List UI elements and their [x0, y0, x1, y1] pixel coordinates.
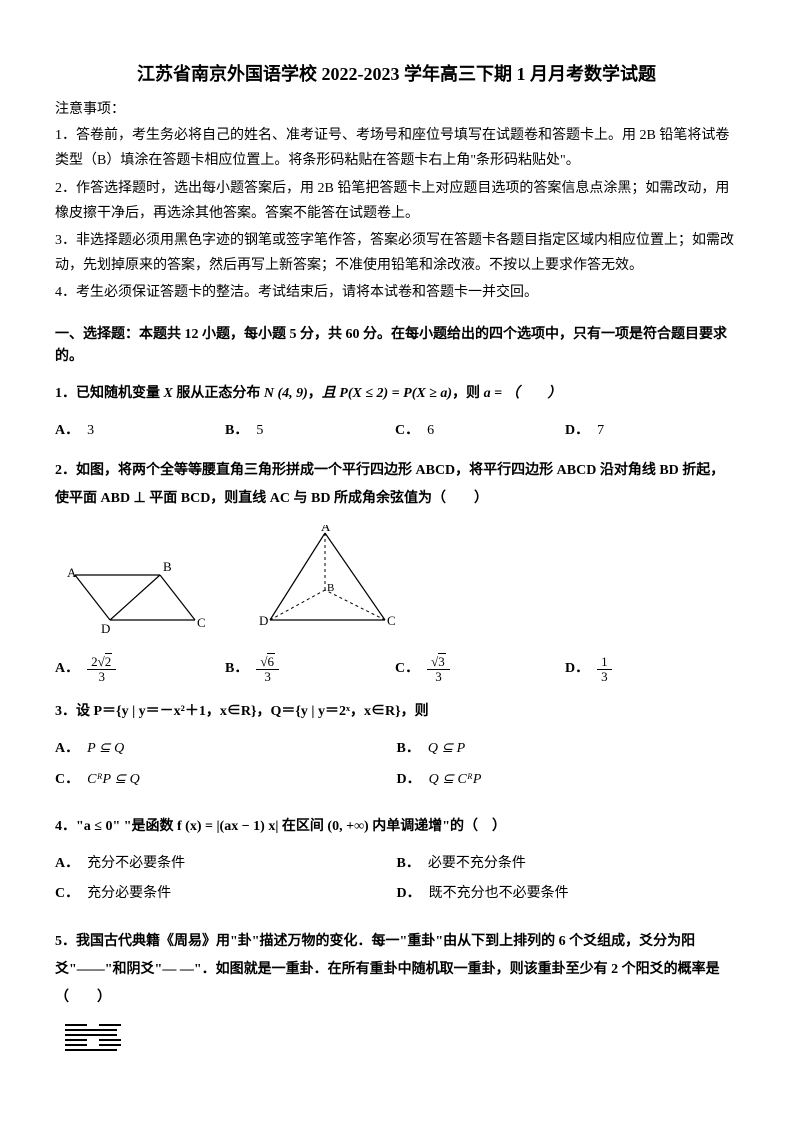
fig2-label-a: A	[321, 525, 331, 534]
q1-opt-d: D．7	[565, 420, 735, 442]
q2-opt-d: D． 1 3	[565, 655, 735, 685]
question-4: 4．"a ≤ 0" "是函数 f (x) = |(ax − 1) x| 在区间 …	[55, 813, 738, 841]
question-1: 1．已知随机变量 X 服从正态分布 N (4, 9)，且 P(X ≤ 2) = …	[55, 380, 738, 408]
q1-mid: 服从正态分布	[173, 386, 264, 401]
q2-figures: A B C D A B C D	[65, 525, 738, 635]
q2-opt-b-frac: 6 3	[256, 655, 279, 685]
q3-opt-b-val: Q ⊆ P	[428, 741, 465, 756]
instruction-2: 2．作答选择题时，选出每小题答案后，用 2B 铅笔把答题卡上对应题目选项的答案信…	[55, 176, 738, 226]
q4-options: A．充分不必要条件 B．必要不充分条件 C．充分必要条件 D．既不充分也不必要条…	[55, 853, 738, 914]
q1-opt-b-val: 5	[256, 420, 263, 442]
q1-post: ，则	[452, 386, 484, 401]
q1-opt-b: B．5	[225, 420, 395, 442]
q1-opt-c: C．6	[395, 420, 565, 442]
fig1-label-a: A	[67, 565, 77, 580]
q1-dist: N (4, 9)	[264, 386, 308, 401]
instruction-label: 注意事项：	[55, 99, 738, 121]
fig1-label-b: B	[163, 559, 172, 574]
q2-opt-d-frac: 1 3	[597, 655, 612, 685]
q2-options: A． 22 3 B． 6 3 C． 3 3 D． 1 3	[55, 655, 738, 685]
section-header: 一、选择题：本题共 12 小题，每小题 5 分，共 60 分。在每小题给出的四个…	[55, 324, 738, 369]
q3-opt-d-val: Q ⊆ CᴿP	[429, 772, 482, 787]
q4-text: 4．"a ≤ 0" "是函数 f (x) = |(ax − 1) x| 在区间 …	[55, 819, 506, 834]
fig1-label-d: D	[101, 621, 110, 635]
q2-opt-b: B． 6 3	[225, 655, 395, 685]
fig2-label-d: D	[259, 613, 268, 628]
q1-var: X	[164, 386, 173, 401]
instruction-3: 3．非选择题必须用黑色字迹的钢笔或签字笔作答，答案必须写在答题卡各题目指定区域内…	[55, 228, 738, 278]
q4-opt-d-val: 既不充分也不必要条件	[429, 886, 569, 901]
q1-opt-d-val: 7	[597, 420, 604, 442]
q2-opt-c-den: 3	[427, 670, 450, 684]
exam-title: 江苏省南京外国语学校 2022-2023 学年高三下期 1 月月考数学试题	[55, 60, 738, 89]
q1-opt-c-val: 6	[427, 420, 434, 442]
instruction-1: 1．答卷前，考生务必将自己的姓名、准考证号、考场号和座位号填写在试题卷和答题卡上…	[55, 123, 738, 173]
q2-opt-a-den: 3	[87, 670, 116, 684]
q3-opt-a: A．P ⊆ Q	[55, 738, 397, 760]
q4-opt-b: B．必要不充分条件	[397, 853, 739, 875]
q1-cond: 且 P(X ≤ 2) = P(X ≥ a)	[322, 386, 452, 401]
fig2-label-c: C	[387, 613, 396, 628]
q4-opt-a-val: 充分不必要条件	[87, 856, 185, 871]
q1-options: A．3 B．5 C．6 D．7	[55, 420, 738, 442]
q2-text: 2．如图，将两个全等等腰直角三角形拼成一个平行四边形 ABCD，将平行四边形 A…	[55, 463, 724, 506]
question-5: 5．我国古代典籍《周易》用"卦"描述万物的变化．每一"重卦"由从下到上排列的 6…	[55, 928, 738, 1012]
question-3: 3．设 P＝{y | y＝－x²＋1，x∈R}，Q＝{y | y＝2ˣ，x∈R}…	[55, 698, 738, 726]
q1-ask: a = （ ）	[484, 386, 562, 401]
q2-opt-d-num: 1	[597, 655, 612, 670]
q3-opt-a-val: P ⊆ Q	[87, 741, 124, 756]
q2-opt-a-frac: 22 3	[87, 655, 116, 685]
q2-opt-a: A． 22 3	[55, 655, 225, 685]
fig2-label-b: B	[327, 582, 334, 594]
q4-opt-a: A．充分不必要条件	[55, 853, 397, 875]
q3-opt-d: D．Q ⊆ CᴿP	[397, 769, 739, 791]
instruction-4: 4．考生必须保证答题卡的整洁。考试结束后，请将本试卷和答题卡一并交回。	[55, 280, 738, 305]
q2-figure-tetrahedron: A B C D	[255, 525, 405, 635]
q1-opt-a: A．3	[55, 420, 225, 442]
q2-opt-d-den: 3	[597, 670, 612, 684]
hexagram-figure	[65, 1024, 738, 1051]
q2-opt-c-frac: 3 3	[427, 655, 450, 685]
q4-opt-c: C．充分必要条件	[55, 883, 397, 905]
q3-opt-c-val: CᴿP ⊆ Q	[87, 772, 140, 787]
q2-opt-c: C． 3 3	[395, 655, 565, 685]
q4-opt-d: D．既不充分也不必要条件	[397, 883, 739, 905]
q3-options: A．P ⊆ Q B．Q ⊆ P C．CᴿP ⊆ Q D．Q ⊆ CᴿP	[55, 738, 738, 799]
q3-text: 3．设 P＝{y | y＝－x²＋1，x∈R}，Q＝{y | y＝2ˣ，x∈R}…	[55, 704, 429, 719]
q5-text: 5．我国古代典籍《周易》用"卦"描述万物的变化．每一"重卦"由从下到上排列的 6…	[55, 934, 720, 1005]
q4-opt-c-val: 充分必要条件	[87, 886, 171, 901]
q3-opt-b: B．Q ⊆ P	[397, 738, 739, 760]
q1-pre: 1．已知随机变量	[55, 386, 164, 401]
q4-opt-b-val: 必要不充分条件	[428, 856, 526, 871]
q3-opt-c: C．CᴿP ⊆ Q	[55, 769, 397, 791]
q2-figure-parallelogram: A B C D	[65, 555, 215, 635]
q2-opt-b-den: 3	[256, 670, 279, 684]
question-2: 2．如图，将两个全等等腰直角三角形拼成一个平行四边形 ABCD，将平行四边形 A…	[55, 457, 738, 513]
fig1-label-c: C	[197, 615, 206, 630]
q1-opt-a-val: 3	[87, 420, 94, 442]
